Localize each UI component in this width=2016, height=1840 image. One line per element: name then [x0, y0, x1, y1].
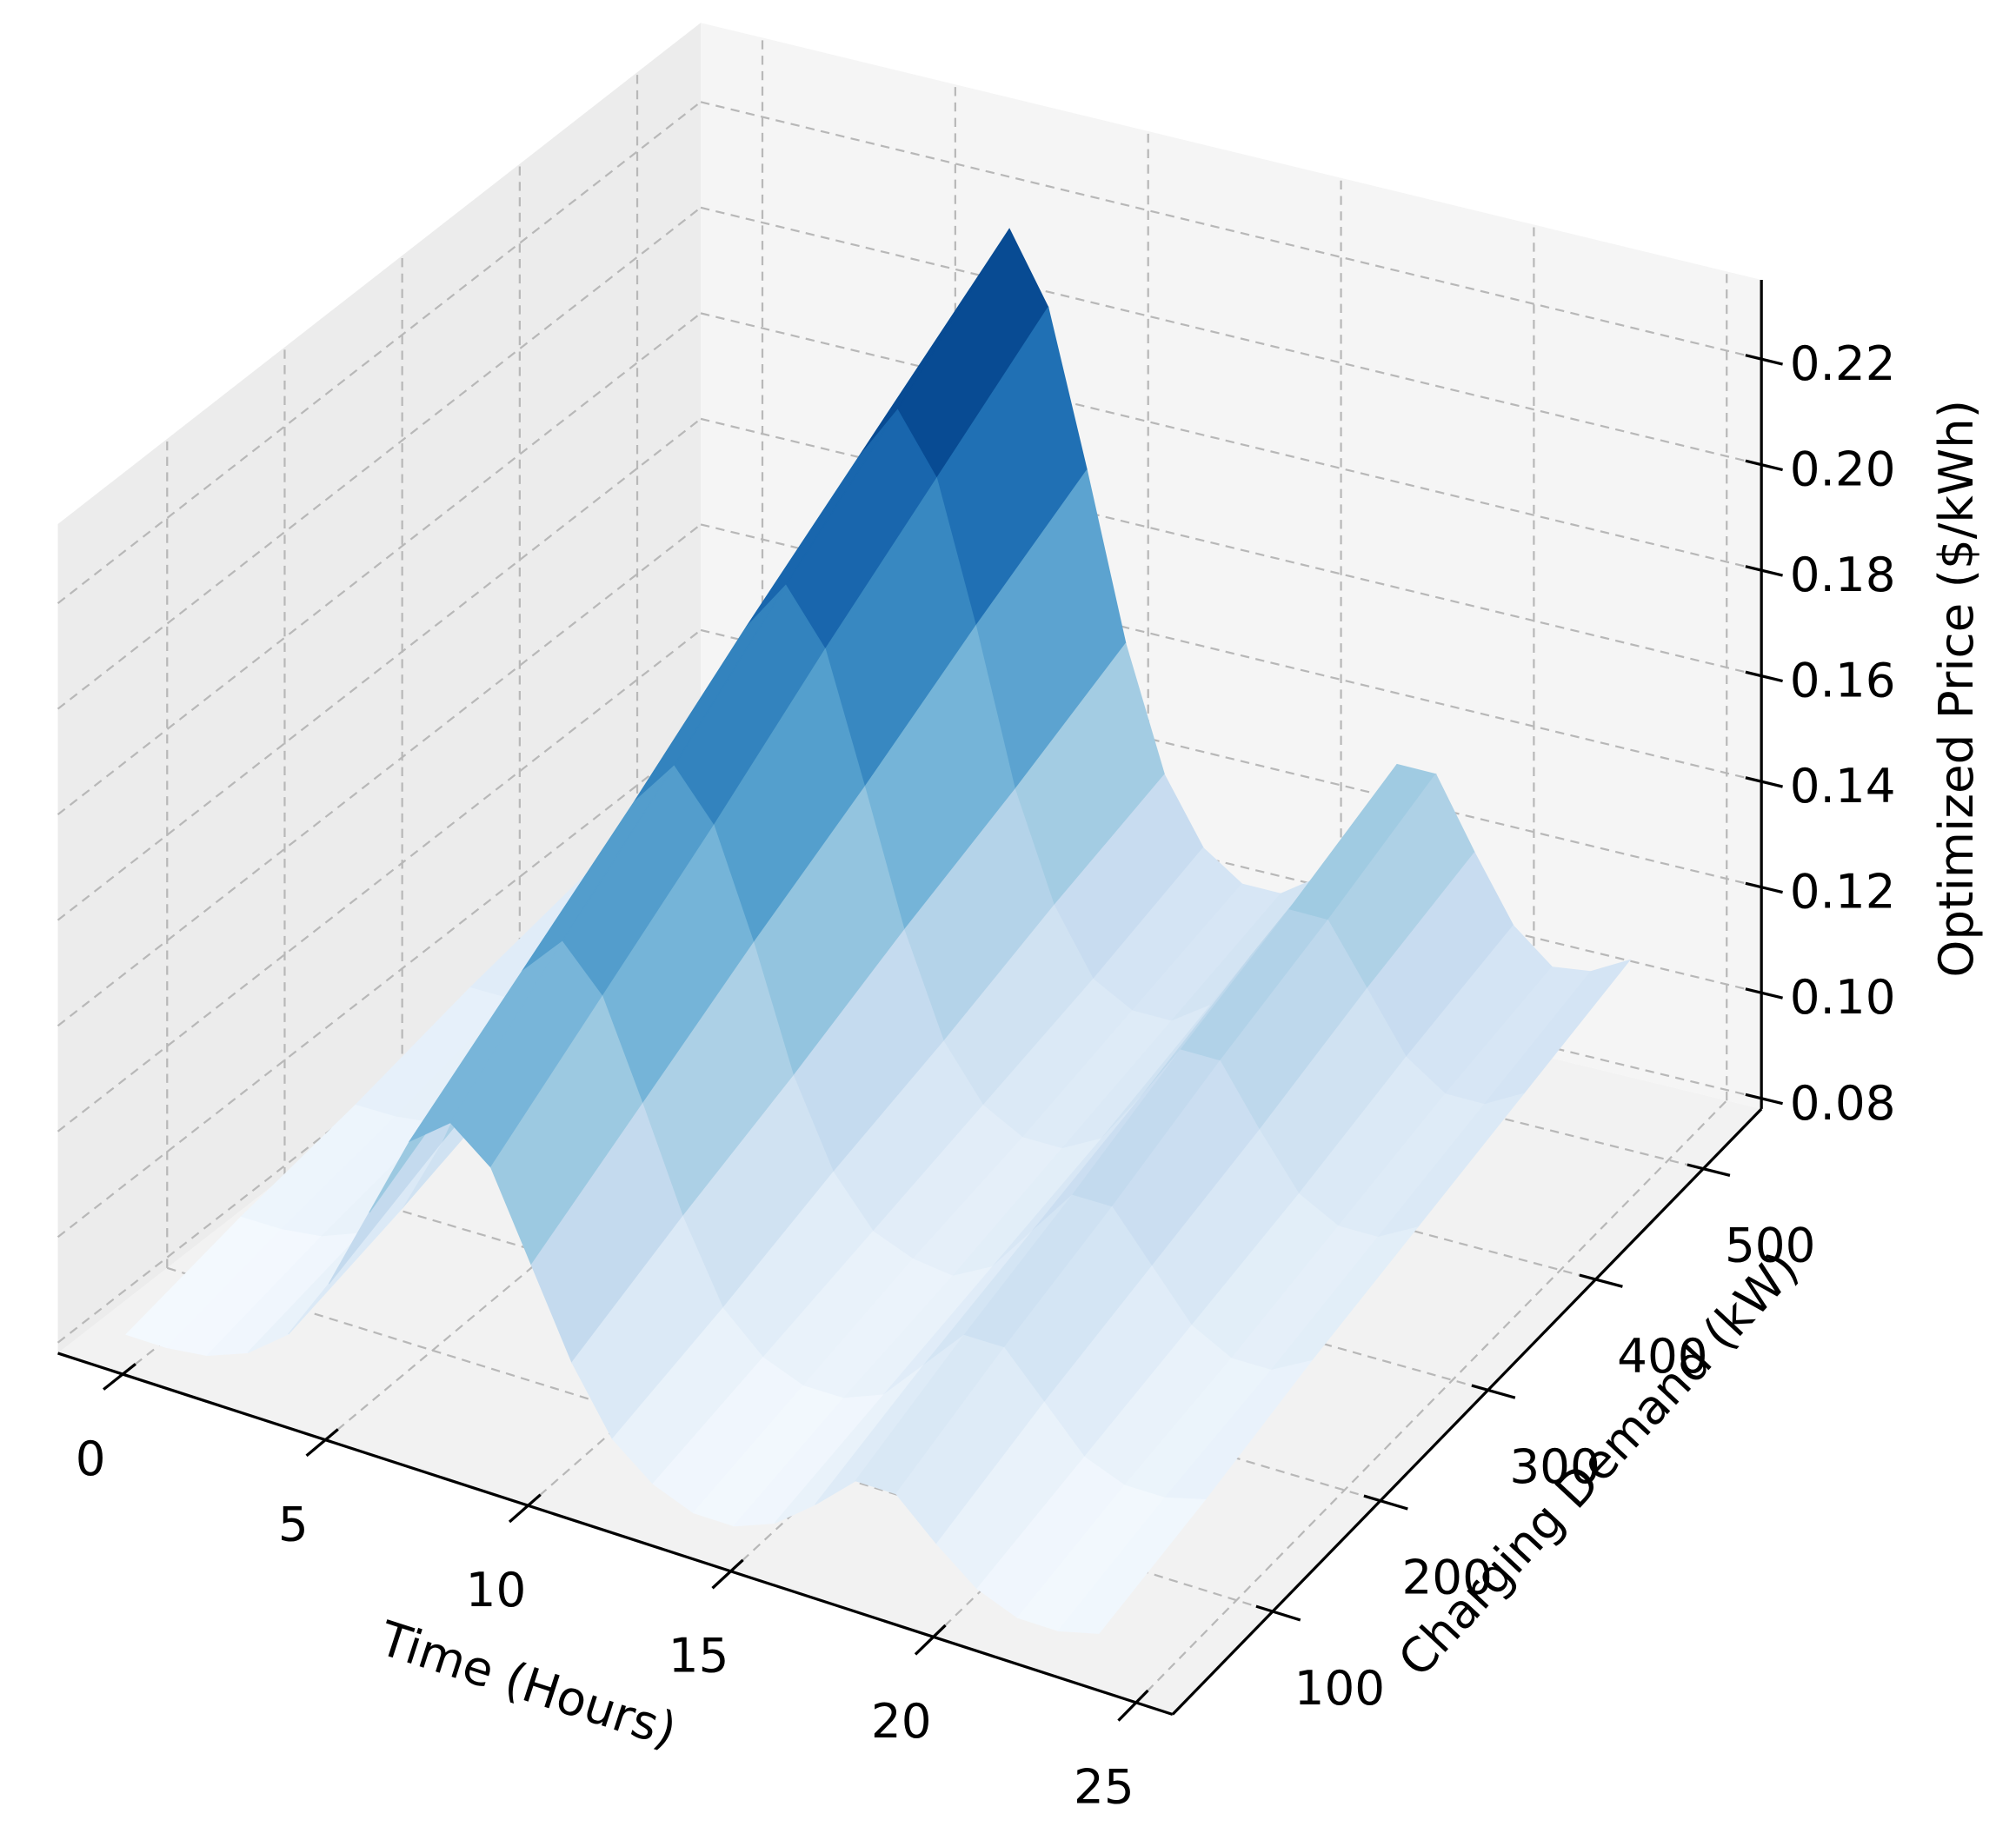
grid-line: [57, 101, 702, 604]
y-tick: [1255, 1604, 1301, 1622]
grid-line: [57, 418, 702, 921]
grid-line: [700, 101, 1762, 361]
x-tick: [914, 1624, 947, 1656]
grid-line: [57, 523, 702, 1027]
grid-line: [700, 734, 1762, 994]
grid-line: [700, 417, 1762, 677]
x-tick-label: 15: [669, 1627, 729, 1683]
y-tick: [1579, 1273, 1623, 1288]
z-tick: [1745, 987, 1783, 1000]
x-tick-label: 5: [278, 1496, 309, 1551]
z-tick-label: 0.08: [1790, 1075, 1896, 1131]
z-tick-label: 0.22: [1790, 335, 1896, 391]
grid-line: [700, 312, 1762, 572]
y-axis-line: [1171, 1107, 1763, 1716]
grid-line: [700, 523, 1762, 783]
grid-line: [636, 900, 1704, 1170]
y-tick-label: 500: [1725, 1218, 1815, 1273]
grid-line: [700, 206, 1762, 466]
y-tick: [1363, 1494, 1408, 1511]
z-tick: [1745, 459, 1783, 472]
z-tick-label: 0.10: [1790, 969, 1896, 1025]
grid-line: [57, 312, 702, 816]
x-tick: [1117, 1689, 1149, 1722]
x-tick-label: 10: [466, 1562, 527, 1617]
x-tick: [305, 1428, 339, 1458]
z-tick: [1745, 1093, 1783, 1106]
y-tick: [1471, 1384, 1516, 1399]
z-tick-label: 0.16: [1790, 653, 1896, 708]
grid-line: [57, 734, 702, 1239]
y-tick-label: 100: [1294, 1660, 1385, 1716]
x-tick: [508, 1493, 542, 1524]
x-tick-label: 0: [76, 1431, 106, 1486]
z-tick: [1745, 881, 1783, 894]
z-axis-label: Optimized Price ($/kWh): [1928, 400, 1984, 978]
z-tick-label: 0.14: [1790, 758, 1896, 814]
z-tick-label: 0.12: [1790, 864, 1896, 920]
grid-line: [1135, 1099, 1728, 1704]
z-tick: [1745, 670, 1783, 683]
y-tick: [1687, 1163, 1731, 1177]
grid-line: [700, 628, 1762, 888]
grid-line: [57, 629, 702, 1133]
z-tick: [1745, 354, 1783, 366]
x-tick-label: 20: [871, 1693, 932, 1749]
x-axis-line: [57, 1352, 1174, 1717]
x-tick-label: 25: [1074, 1759, 1134, 1815]
z-tick: [1745, 565, 1783, 577]
z-tick: [1745, 776, 1783, 788]
x-axis-label: Time (Hours): [372, 1610, 683, 1758]
x-tick: [103, 1363, 136, 1391]
axes: 0 5 10 15 20 25 100 200 300 400 500 0.08 0.10 0.12 0.1…: [57, 279, 1896, 1815]
y-tick-label: 300: [1509, 1438, 1600, 1494]
surface: [125, 228, 1632, 1634]
x-tick: [711, 1558, 744, 1590]
surface-patch: [1057, 1497, 1207, 1634]
z-tick-label: 0.20: [1790, 442, 1896, 497]
z-tick-label: 0.18: [1790, 547, 1896, 602]
left-pane: [57, 23, 702, 1353]
y-tick-label: 400: [1617, 1328, 1707, 1384]
y-tick-label: 200: [1401, 1550, 1492, 1605]
grid-line: [57, 206, 702, 710]
